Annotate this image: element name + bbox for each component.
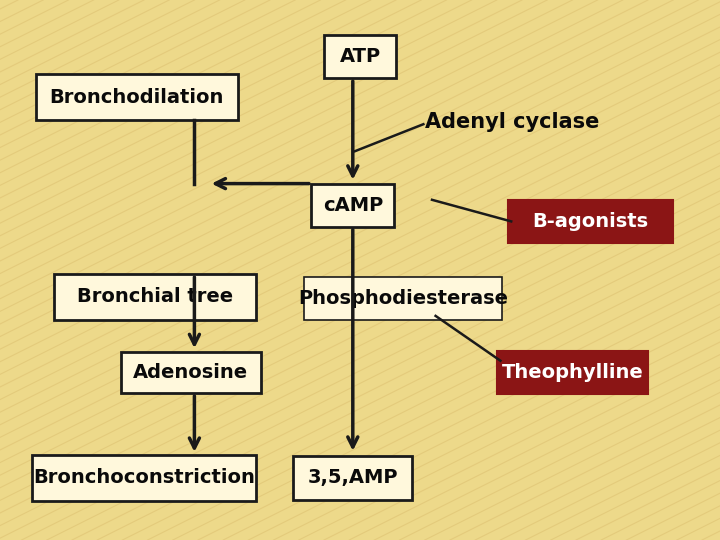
Text: Bronchoconstriction: Bronchoconstriction [33,468,255,488]
Text: Bronchial tree: Bronchial tree [77,287,233,307]
Text: ATP: ATP [339,47,381,66]
Text: Phosphodiesterase: Phosphodiesterase [298,289,508,308]
Text: B-agonists: B-agonists [532,212,649,231]
Text: cAMP: cAMP [323,195,383,215]
Bar [32,455,256,501]
Bar [54,274,256,320]
Text: Adenosine: Adenosine [133,363,248,382]
Text: Adenyl cyclase: Adenyl cyclase [425,111,599,132]
Bar [497,351,648,394]
Bar [36,75,238,120]
Bar [121,352,261,393]
Bar [294,456,412,500]
Text: Bronchodilation: Bronchodilation [50,87,224,107]
Bar [324,35,396,78]
Text: 3,5,AMP: 3,5,AMP [307,468,398,488]
Bar [305,277,503,320]
Bar [508,200,673,243]
Bar [311,184,395,227]
Text: Theophylline: Theophylline [502,363,643,382]
